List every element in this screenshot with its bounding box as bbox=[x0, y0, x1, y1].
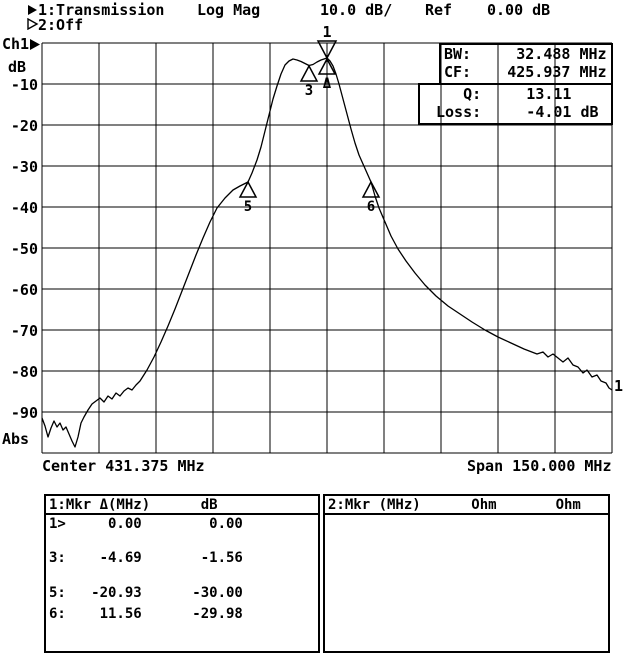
y-tick--50: -50 bbox=[10, 240, 38, 258]
y-tick--30: -30 bbox=[10, 158, 38, 176]
format-label: Log Mag bbox=[197, 1, 261, 19]
marker-6-label: 6 bbox=[367, 199, 375, 215]
marker-row-5: 5: -20.93 -30.00 bbox=[49, 585, 243, 601]
trace-number-label: 1 bbox=[614, 377, 623, 395]
y-tick--10: -10 bbox=[10, 76, 38, 94]
marker-3-label: 3 bbox=[305, 83, 313, 99]
measurement-title: 1:Transmission bbox=[38, 1, 165, 19]
marker-table-ch2-header: 2:Mkr (MHz) Ohm Ohm bbox=[325, 496, 608, 515]
channel2-inactive-icon bbox=[27, 18, 39, 30]
marker-row-6: 6: 11.56 -29.98 bbox=[49, 606, 243, 622]
marker-5-symbol bbox=[238, 180, 258, 198]
channel1-active-icon bbox=[28, 5, 37, 15]
marker-5-label: 5 bbox=[244, 199, 252, 215]
y-tick--60: -60 bbox=[10, 281, 38, 299]
trace-group bbox=[41, 57, 613, 448]
y-tick--20: -20 bbox=[10, 117, 38, 135]
y-tick--90: -90 bbox=[10, 404, 38, 422]
marker-group: 1 Δ3 5 6 bbox=[238, 23, 381, 215]
delta-ref-label: Δ bbox=[323, 76, 332, 92]
axis-unit-label: dB bbox=[8, 58, 27, 76]
marker-1-symbol bbox=[316, 40, 338, 60]
cf-readout: CF: 425.937 MHz bbox=[444, 63, 607, 81]
format-abs-label: Abs bbox=[2, 430, 30, 448]
marker-table-ch1-header: 1:Mkr Δ(MHz) dB bbox=[46, 496, 318, 515]
marker-row-1: 1> 0.00 0.00 bbox=[49, 516, 243, 532]
ref-level-value: 0.00 dB bbox=[487, 1, 551, 19]
trace-ch1 bbox=[41, 57, 613, 448]
bw-readout: BW: 32.488 MHz bbox=[444, 45, 607, 63]
q-loss-box bbox=[418, 83, 613, 125]
q-readout: Q: 13.11 bbox=[436, 85, 572, 103]
marker-table-ch2: 2:Mkr (MHz) Ohm Ohm bbox=[323, 494, 610, 653]
y-tick--70: -70 bbox=[10, 322, 38, 340]
center-frequency-label: Center 431.375 MHz bbox=[42, 457, 205, 475]
y-tick--80: -80 bbox=[10, 363, 38, 381]
span-label: Span 150.000 MHz bbox=[467, 457, 612, 475]
marker-3-symbol bbox=[299, 64, 319, 82]
scale-per-div: 10.0 dB/ bbox=[320, 1, 393, 19]
channel2-status: 2:Off bbox=[38, 16, 84, 34]
marker-6-symbol bbox=[361, 180, 381, 198]
delta-ref-symbol bbox=[317, 57, 337, 75]
channel-label: Ch1 bbox=[2, 35, 30, 53]
loss-readout: Loss: -4.01 dB bbox=[436, 103, 599, 121]
marker-1-label: 1 bbox=[322, 23, 331, 41]
reference-position-icon bbox=[30, 39, 40, 50]
marker-table-ch1: 1:Mkr Δ(MHz) dB 1> 0.00 0.00 3: -4.69 -1… bbox=[44, 494, 320, 653]
y-tick--40: -40 bbox=[10, 199, 38, 217]
ref-label: Ref bbox=[425, 1, 453, 19]
marker-row-3: 3: -4.69 -1.56 bbox=[49, 550, 243, 566]
measurement-info-boxes bbox=[418, 43, 613, 125]
